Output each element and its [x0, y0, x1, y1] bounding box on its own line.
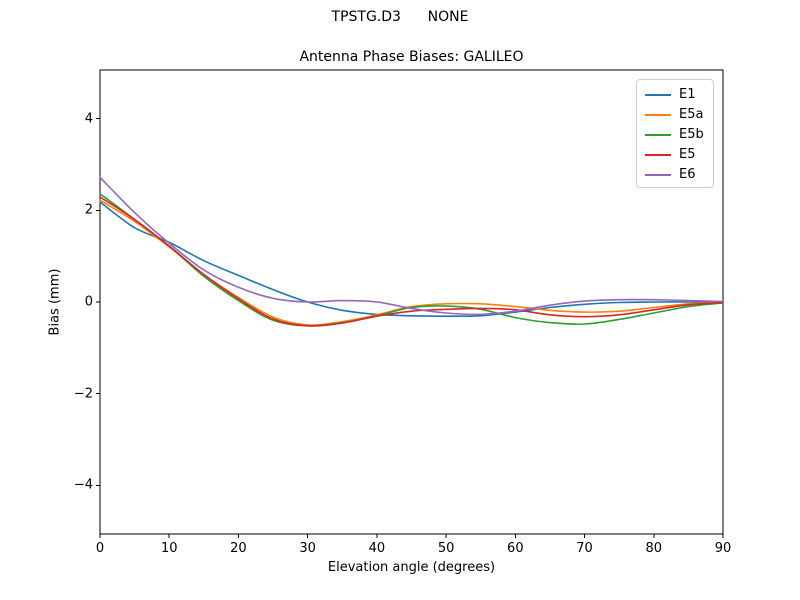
legend: E1 E5a E5b E5 E6: [636, 79, 714, 188]
series-line-E5: [99, 196, 724, 327]
legend-swatch-E5b: [645, 134, 671, 136]
x-tick-label-40: 40: [368, 541, 386, 556]
y-tick-label--4: −4: [73, 477, 93, 493]
legend-label-E6: E6: [679, 167, 696, 182]
x-tick-label-0: 0: [95, 541, 105, 556]
y-tick-label-2: 2: [84, 202, 93, 218]
legend-swatch-E1: [645, 94, 671, 96]
x-tick-label-70: 70: [576, 541, 593, 556]
legend-label-E1: E1: [679, 87, 696, 102]
y-tick-label-0: 0: [84, 294, 93, 310]
x-tick-label-10: 10: [160, 541, 178, 556]
series-line-E6: [99, 176, 724, 316]
series-line-E1: [99, 201, 724, 318]
x-tick-label-60: 60: [507, 541, 524, 556]
legend-item-E5b: E5b: [637, 125, 713, 145]
legend-item-E1: E1: [637, 85, 713, 105]
axes-title: Antenna Phase Biases: GALILEO: [299, 49, 524, 65]
legend-label-E5b: E5b: [679, 127, 704, 142]
legend-item-E5: E5: [637, 145, 713, 165]
x-tick-label-20: 20: [230, 541, 247, 556]
legend-swatch-E6: [645, 174, 671, 176]
x-tick-label-50: 50: [437, 541, 455, 556]
x-tick-label-30: 30: [299, 541, 316, 556]
legend-swatch-E5: [645, 154, 671, 156]
legend-item-E5a: E5a: [637, 105, 713, 125]
legend-label-E5: E5: [679, 147, 696, 162]
series-line-E5b: [99, 193, 724, 327]
x-tick-label-80: 80: [645, 541, 663, 556]
figure-title: TPSTG.D3 NONE: [331, 9, 469, 25]
x-tick-label-90: 90: [714, 541, 732, 556]
x-axis-label: Elevation angle (degrees): [327, 560, 496, 575]
legend-label-E5a: E5a: [679, 107, 704, 122]
legend-item-E6: E6: [637, 165, 713, 185]
y-tick-label-4: 4: [84, 111, 93, 127]
y-tick-label--2: −2: [73, 386, 93, 402]
legend-swatch-E5a: [645, 114, 671, 116]
